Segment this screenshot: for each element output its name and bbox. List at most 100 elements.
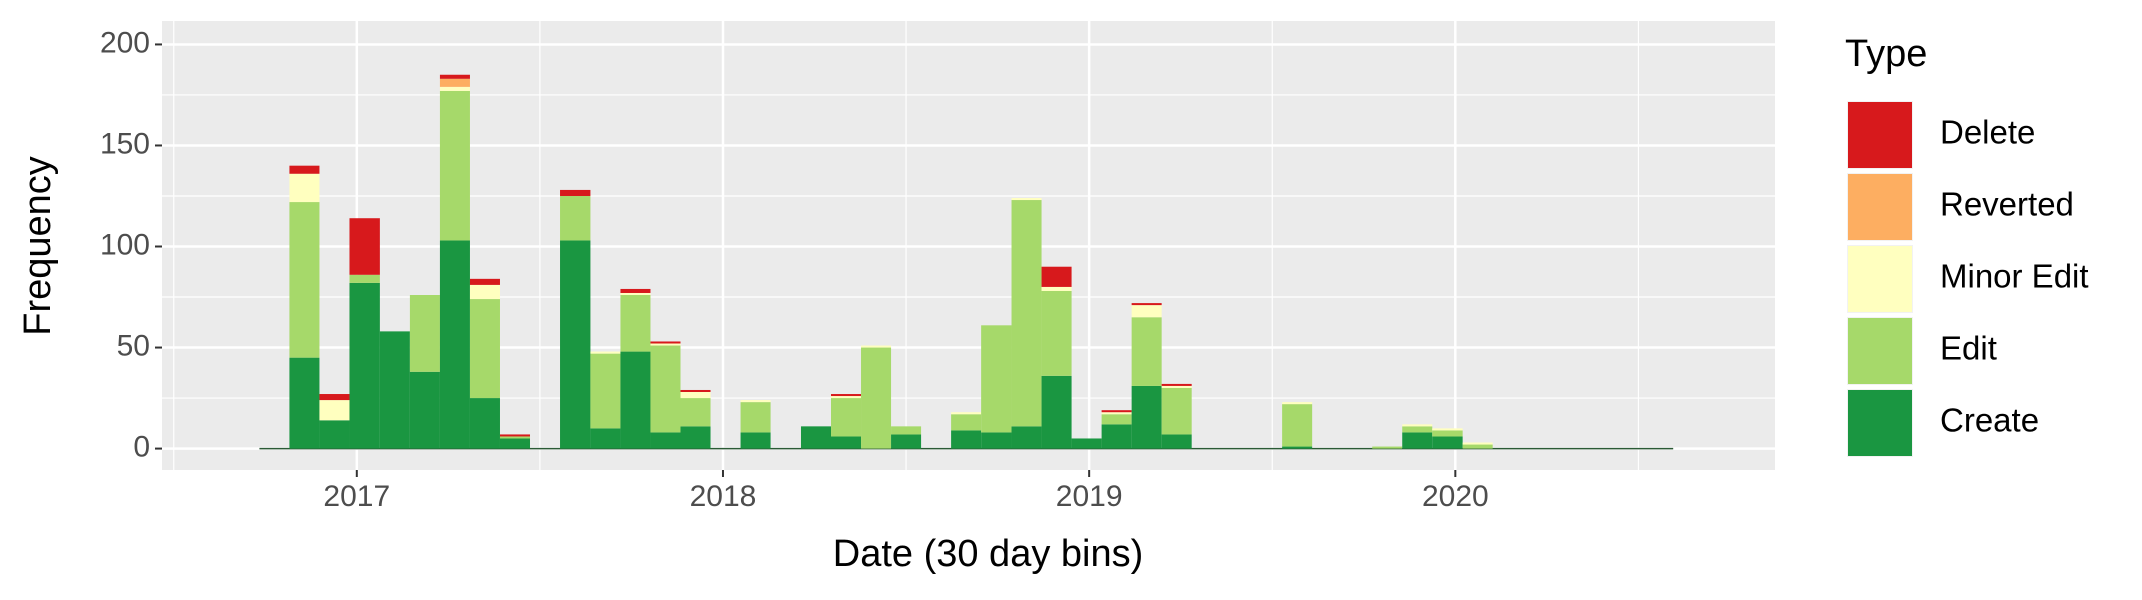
bar-segment bbox=[831, 394, 862, 397]
bar-segment bbox=[349, 218, 380, 275]
bar-segment bbox=[1011, 426, 1042, 449]
bar-segment bbox=[831, 398, 862, 437]
bar-segment bbox=[951, 430, 982, 449]
bar-segment bbox=[319, 420, 350, 449]
bar-segment bbox=[1282, 446, 1313, 449]
bar-segment bbox=[650, 345, 681, 433]
bar-segment bbox=[1041, 290, 1072, 376]
bar-segment bbox=[740, 402, 771, 433]
bar-segment bbox=[1432, 428, 1463, 431]
bar-segment bbox=[620, 292, 651, 296]
bar-segment bbox=[1131, 303, 1162, 306]
y-tick-label: 100 bbox=[100, 228, 150, 261]
legend-label: Delete bbox=[1940, 114, 2035, 151]
bar-segment bbox=[1402, 424, 1433, 427]
bar-segment bbox=[349, 282, 380, 449]
legend-label: Reverted bbox=[1940, 186, 2074, 223]
bar-segment bbox=[289, 202, 320, 358]
bar-segment bbox=[289, 357, 320, 449]
bar-segment bbox=[1282, 404, 1313, 447]
bar-segment bbox=[319, 400, 350, 421]
bar-segment bbox=[1101, 410, 1132, 413]
bar-segment bbox=[1041, 286, 1072, 291]
legend-swatch bbox=[1848, 318, 1912, 384]
bar-segment bbox=[861, 345, 892, 348]
bar-segment bbox=[620, 351, 651, 449]
bar-segment bbox=[891, 426, 922, 435]
bar-segment bbox=[1131, 317, 1162, 386]
bar-segment bbox=[1402, 432, 1433, 449]
bar-segment bbox=[740, 400, 771, 403]
bar-segment bbox=[981, 432, 1012, 449]
bar-segment bbox=[560, 189, 591, 196]
legend-label: Create bbox=[1940, 402, 2039, 439]
bar-segment bbox=[831, 436, 862, 449]
legend-title: Type bbox=[1845, 33, 1927, 75]
bar-segment bbox=[439, 86, 470, 91]
bar-segment bbox=[1372, 446, 1403, 449]
bar-segment bbox=[379, 331, 410, 449]
bar-segment bbox=[1282, 402, 1313, 405]
bar-segment bbox=[1161, 387, 1192, 435]
bar-segment bbox=[409, 295, 440, 372]
legend-swatch bbox=[1848, 246, 1912, 312]
x-tick-label: 2017 bbox=[323, 480, 390, 513]
bar-segment bbox=[1101, 412, 1132, 415]
legend-label: Edit bbox=[1940, 330, 1997, 367]
bar-segment bbox=[740, 432, 771, 449]
bar-segment bbox=[951, 412, 982, 415]
bar-segment bbox=[439, 78, 470, 87]
bar-segment bbox=[1462, 442, 1493, 445]
legend-swatch bbox=[1848, 102, 1912, 168]
bar-segment bbox=[469, 284, 500, 300]
bar-segment bbox=[560, 195, 591, 241]
bar-segment bbox=[650, 343, 681, 346]
bar-segment bbox=[650, 341, 681, 344]
x-tick-label: 2019 bbox=[1056, 480, 1123, 513]
bar-segment bbox=[1011, 200, 1042, 427]
bar-segment bbox=[1101, 414, 1132, 425]
y-tick-label: 50 bbox=[117, 329, 150, 362]
bar-segment bbox=[439, 240, 470, 449]
bar-segment bbox=[499, 434, 531, 437]
bar-segment bbox=[831, 396, 862, 399]
bar-segment bbox=[1161, 383, 1192, 386]
bar-segment bbox=[680, 398, 711, 427]
bar-segment bbox=[409, 371, 440, 449]
bar-segment bbox=[680, 389, 711, 393]
bar-segment bbox=[891, 434, 922, 449]
bar-segment bbox=[319, 394, 350, 401]
bar-segment bbox=[1101, 424, 1132, 449]
bar-segment bbox=[620, 288, 651, 293]
x-axis-title: Date (30 day bins) bbox=[833, 533, 1144, 575]
legend-swatch bbox=[1848, 390, 1912, 456]
bar-segment bbox=[861, 347, 892, 449]
bar-segment bbox=[289, 165, 320, 174]
bar-segment bbox=[590, 353, 621, 429]
y-tick-label: 150 bbox=[100, 127, 150, 160]
bar-segment bbox=[680, 392, 711, 399]
bar-segment bbox=[439, 74, 470, 79]
bar-segment bbox=[1432, 436, 1463, 449]
bar-segment bbox=[1041, 375, 1072, 449]
bar-segment bbox=[1161, 385, 1192, 388]
bar-segment bbox=[1131, 305, 1162, 318]
y-tick-label: 0 bbox=[133, 431, 150, 464]
bar-segment bbox=[1011, 198, 1042, 201]
bar-segment bbox=[590, 351, 621, 354]
bar-segment bbox=[650, 432, 681, 449]
bar-segment bbox=[349, 274, 380, 283]
bar-segment bbox=[289, 173, 320, 203]
bar-segment bbox=[1462, 444, 1493, 449]
bar-segment bbox=[469, 278, 500, 285]
bar-segment bbox=[1041, 266, 1072, 287]
y-tick-label: 200 bbox=[100, 26, 150, 59]
legend-swatch bbox=[1848, 174, 1912, 240]
bar-segment bbox=[469, 398, 500, 449]
bar-segment bbox=[499, 438, 531, 449]
y-axis-title: Frequency bbox=[17, 156, 59, 336]
bar-segment bbox=[1402, 426, 1433, 433]
bar-segment bbox=[951, 414, 982, 431]
